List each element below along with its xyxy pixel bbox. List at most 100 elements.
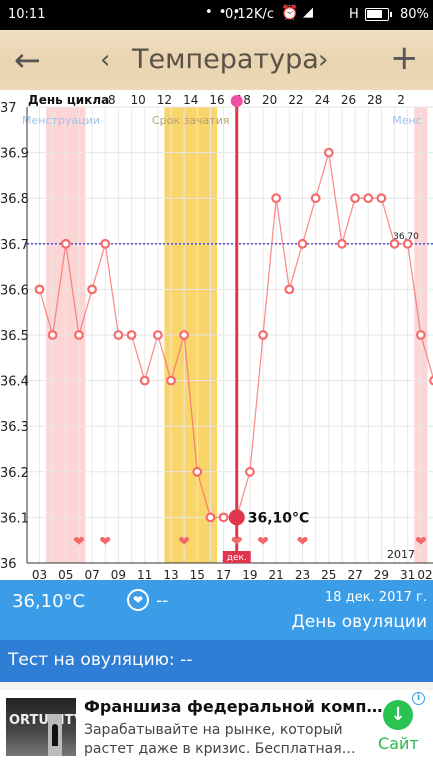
ad-info-icon[interactable]: i: [412, 692, 425, 705]
y-tick-label: 36: [0, 557, 17, 572]
cycle-day-tick: 14: [183, 93, 198, 107]
temperature-point: [402, 238, 413, 249]
temperature-point: [284, 284, 295, 295]
x-tick-label: 27: [347, 568, 362, 580]
ad-body-line-1: Зарабатывайте на рынке, который: [84, 722, 343, 738]
x-tick-label: 07: [84, 568, 99, 580]
y-tick-label: 36.6: [0, 283, 29, 298]
temperature-point: [389, 238, 400, 249]
temperature-point: [337, 238, 347, 249]
temperature-point: [126, 330, 137, 340]
battery-icon: [365, 8, 392, 21]
cycle-day-tick: 8: [108, 93, 116, 107]
band-label: Менс: [392, 114, 422, 127]
temperature-point: [363, 193, 374, 204]
intercourse-heart-icon: ❤: [415, 534, 427, 550]
y-tick-label: 36.7: [0, 238, 29, 253]
selected-day-marker: [230, 95, 243, 107]
band-label: Менструации: [22, 114, 100, 127]
cycle-day-tick: 12: [157, 93, 172, 107]
temperature-chart-svg[interactable]: Менструации Срок зачатия Менс 36,70 37 36.9 36…: [0, 90, 433, 580]
ad-banner[interactable]: ORTUNITY Франшиза федеральной комп… Зара…: [0, 690, 433, 770]
y-tick-label: 36.9: [0, 147, 29, 162]
cycle-day-tick: 2: [397, 93, 405, 107]
temperature-point: [429, 375, 433, 386]
temperature-point: [87, 284, 97, 295]
ad-body-line-2: растет даже в кризис. Бесплатная…: [84, 741, 356, 757]
back-arrow-icon[interactable]: ←: [14, 41, 41, 79]
month-badge: [222, 551, 251, 563]
notification-dots: • • •: [205, 5, 242, 20]
page-title: Температура: [132, 44, 319, 75]
selected-date: 18 дек. 2017 г.: [325, 590, 427, 605]
temperature-point: [47, 330, 58, 340]
y-tick-label: 36.5: [0, 329, 29, 344]
temperature-point: [376, 193, 387, 204]
status-bar: 10:11 • • • 0,12K/c ⏰ ◢ H 80%: [0, 0, 433, 30]
cycle-day-tick: 24: [315, 93, 330, 107]
x-tick-label: 23: [295, 568, 310, 580]
cycle-day-tick: 22: [288, 93, 303, 107]
temperature-point: [258, 330, 268, 340]
temperature-point: [218, 512, 229, 523]
y-tick-label: 36.2: [0, 466, 29, 481]
cycle-day-label: День цикла: [28, 93, 109, 107]
temperature-point: [323, 147, 334, 158]
intercourse-heart-icon: ❤: [297, 534, 309, 550]
add-entry-icon[interactable]: +: [390, 38, 419, 78]
temperature-point: [192, 466, 203, 477]
ad-thumbnail[interactable]: ORTUNITY: [6, 698, 76, 756]
intercourse-value: --: [156, 591, 169, 611]
year-label: 2017: [387, 548, 415, 561]
x-tick-label: 09: [111, 568, 126, 580]
y-tick-label: 36.4: [0, 375, 29, 390]
cycle-day-tick: 26: [341, 93, 356, 107]
intercourse-heart-icon: ❤: [73, 534, 85, 550]
selected-day-info-bar: 36,10°C ❤ -- 18 дек. 2017 г. День овуляц…: [0, 580, 433, 640]
temperature-point: [297, 238, 308, 249]
signal-icon: ◢: [303, 5, 313, 20]
temperature-point: [74, 330, 84, 340]
x-tick-label: 31: [400, 568, 415, 580]
x-tick-label: 29: [374, 568, 389, 580]
ad-thumbnail-word: ORTUNITY: [9, 713, 76, 728]
coverline-label: 36,70: [393, 232, 419, 242]
prev-chart-chevron-icon[interactable]: ‹: [100, 45, 111, 75]
temperature-point: [113, 330, 124, 340]
band-label: Срок зачатия: [152, 114, 230, 127]
status-time: 10:11: [8, 7, 46, 22]
x-tick-label: 21: [269, 568, 284, 580]
cycle-day-tick: 28: [367, 93, 382, 107]
x-tick-label: 17: [216, 568, 231, 580]
temperature-point: [34, 284, 45, 295]
temperature-point: [271, 193, 282, 204]
temperature-point: [415, 330, 426, 340]
temperature-point: [205, 512, 216, 523]
cycle-day-tick: 20: [262, 93, 277, 107]
x-tick-label: 02: [417, 568, 432, 580]
temperature-point: [179, 330, 190, 340]
x-tick-label: 11: [137, 568, 152, 580]
temperature-point: [166, 375, 176, 386]
y-tick-label: 36.3: [0, 420, 29, 435]
download-icon[interactable]: ↓: [383, 700, 413, 730]
ovulation-test-bar[interactable]: Тест на овуляцию: --: [0, 640, 433, 682]
temperature-chart[interactable]: Менструации Срок зачатия Менс 36,70 37 36.9 36…: [0, 90, 433, 580]
y-tick-label: 36.1: [0, 511, 29, 526]
x-tick-label: 25: [321, 568, 336, 580]
ad-cta-button[interactable]: Сайт: [378, 734, 419, 753]
alarm-icon: ⏰: [281, 5, 299, 21]
heart-icon[interactable]: ❤: [127, 589, 149, 611]
selected-point: [228, 509, 245, 526]
next-chart-chevron-icon[interactable]: ›: [318, 45, 329, 75]
ad-headline[interactable]: Франшиза федеральной комп…: [84, 697, 383, 716]
x-tick-label: 05: [58, 568, 73, 580]
selected-temperature: 36,10°C: [12, 591, 86, 612]
x-tick-label: 13: [163, 568, 178, 580]
ad-body[interactable]: Зарабатывайте на рынке, который растет д…: [84, 721, 364, 759]
cycle-day-tick: 16: [209, 93, 224, 107]
temperature-point: [244, 466, 255, 477]
x-tick-label: 19: [242, 568, 257, 580]
intercourse-heart-icon: ❤: [99, 534, 111, 550]
y-tick-label: 37: [0, 101, 17, 116]
